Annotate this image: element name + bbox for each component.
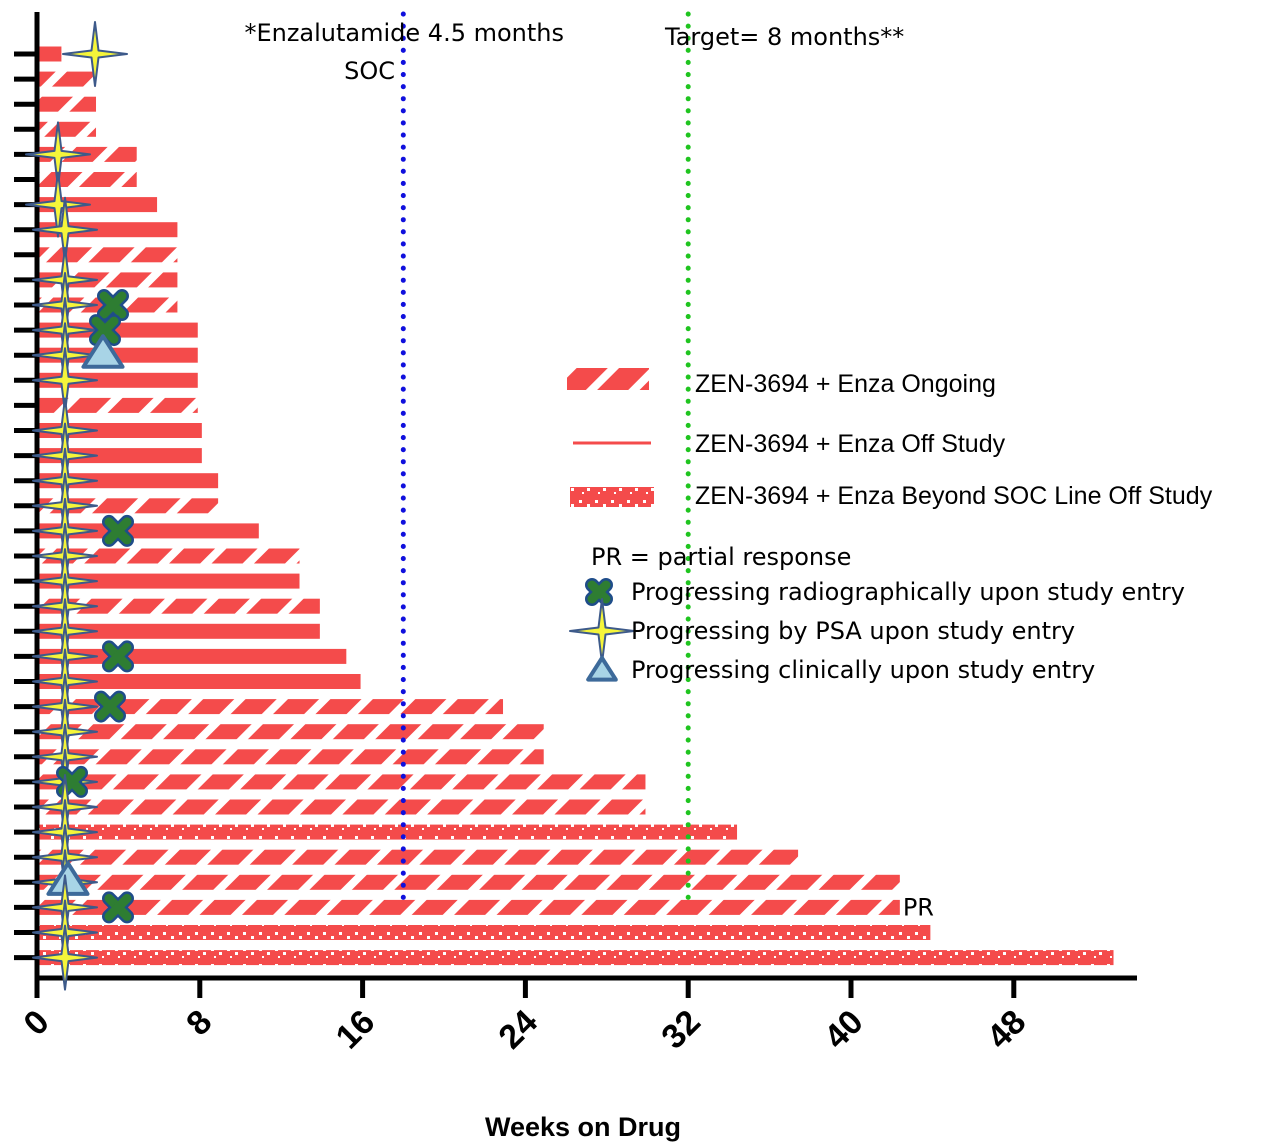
bar-patient-32 <box>37 824 738 840</box>
bar-patient-30 <box>37 774 646 790</box>
x-tick-label: 8 <box>179 1003 219 1043</box>
legend-label-ongoing: ZEN-3694 + Enza Ongoing <box>695 370 996 398</box>
reference-lines <box>400 11 691 903</box>
bar-patient-17 <box>37 448 202 464</box>
legend-clinical-icon <box>586 656 618 682</box>
bar-patient-16 <box>37 423 202 438</box>
x-tick-label: 16 <box>329 1003 383 1057</box>
legend-cross-glyph <box>585 578 613 606</box>
bar-patient-22 <box>37 573 300 589</box>
psa-star-icon <box>32 924 98 991</box>
x-tick-label: 48 <box>980 1003 1034 1057</box>
legend-label-beyond: ZEN-3694 + Enza Beyond SOC Line Off Stud… <box>695 482 1213 510</box>
bar-patient-1 <box>37 46 62 62</box>
psa-star-icon <box>62 21 128 87</box>
x-tick-label: 24 <box>491 1003 545 1057</box>
soc-label-line-1: *Enzalutamide 4.5 months <box>244 19 564 47</box>
radio-cross-icon <box>102 514 134 547</box>
bar-patient-37 <box>37 950 1114 966</box>
x-axis-title: Weeks on Drug <box>485 1112 681 1142</box>
bar-patient-19 <box>37 498 219 514</box>
radio-cross-icon <box>102 640 134 673</box>
bar-patient-6 <box>37 172 137 187</box>
legend-psa-icon <box>569 598 635 664</box>
bar-patient-12 <box>37 322 198 338</box>
psa-star-icon <box>25 171 91 238</box>
target-label: Target= 8 months** <box>664 23 904 51</box>
bar-annotation: PR <box>903 893 934 921</box>
radio-cross-icon <box>94 690 126 723</box>
bar-patient-27 <box>37 699 504 715</box>
bar-patient-34 <box>37 874 900 890</box>
bar-patient-4 <box>37 121 97 137</box>
legend-label-off: ZEN-3694 + Enza Off Study <box>695 430 1006 458</box>
legend-swatch-beyond <box>570 487 654 507</box>
bar-patient-24 <box>37 623 320 639</box>
reference-labels: *Enzalutamide 4.5 months SOC Target= 8 m… <box>244 19 904 85</box>
x-tick-label: 40 <box>817 1003 871 1057</box>
x-tick-label: 32 <box>654 1003 708 1057</box>
radio-cross-icon <box>97 289 129 321</box>
bar-patient-31 <box>37 799 646 815</box>
bar-patient-2 <box>37 71 97 87</box>
legend-swatch-ongoing <box>567 368 649 390</box>
bar-patient-23 <box>37 598 320 614</box>
bar-patient-18 <box>37 473 219 489</box>
soc-label-line-2: SOC <box>344 57 395 85</box>
bar-patient-36 <box>37 925 931 940</box>
radio-cross-icon <box>102 891 134 924</box>
legend-triangle-glyph <box>586 656 618 682</box>
bar-patient-15 <box>37 397 198 413</box>
radio-cross-icon <box>89 314 121 347</box>
bar-patient-29 <box>37 749 544 765</box>
markers-layer <box>25 21 134 991</box>
bar-patient-33 <box>37 849 799 865</box>
bar-patient-14 <box>37 372 198 388</box>
bar-patient-20 <box>37 523 259 539</box>
bar-patient-35 <box>37 899 900 915</box>
legend-label-radio: Progressing radiographically upon study … <box>631 578 1185 606</box>
bar-patient-21 <box>37 548 300 564</box>
x-tick-label: 0 <box>16 1003 56 1043</box>
bar-patient-3 <box>37 96 97 112</box>
bar-patient-9 <box>37 247 178 263</box>
bar-patient-26 <box>37 674 361 689</box>
legend-label-psa: Progressing by PSA upon study entry <box>631 617 1075 645</box>
legend-star-glyph <box>569 598 635 664</box>
x-ticks: 0 8 16 24 32 40 48 <box>16 978 1033 1056</box>
legend: ZEN-3694 + Enza Ongoing ZEN-3694 + Enza … <box>567 368 1213 684</box>
legend-radio-icon <box>585 578 613 606</box>
clinical-triangle-icon <box>81 334 125 369</box>
legend-label-clinical: Progressing clinically upon study entry <box>631 656 1095 684</box>
legend-note: PR = partial response <box>591 543 851 571</box>
bar-patient-28 <box>37 724 544 740</box>
